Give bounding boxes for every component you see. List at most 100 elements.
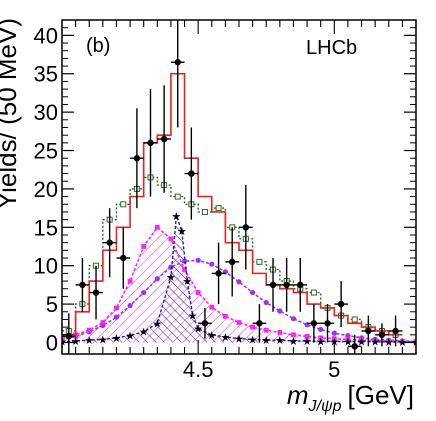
narrow-state-marker (62, 335, 65, 341)
narrow-state-marker (331, 336, 337, 342)
broad-state-marker (236, 279, 242, 285)
narrow-state-2-marker: ★ (343, 337, 353, 349)
broad-state-marker (345, 332, 351, 339)
x-axis-label-subscript: J/ψp (308, 398, 342, 415)
narrow-state-marker (304, 333, 310, 339)
broad-state-marker (250, 289, 256, 296)
narrow-state-marker (236, 320, 242, 325)
y-axis-label: Yields/ (50 MeV) (0, 18, 22, 209)
narrow-state-2-curve (62, 215, 416, 343)
broad-state-curve (62, 259, 416, 343)
narrow-state-marker (359, 337, 364, 343)
broad-state-marker (154, 276, 160, 282)
narrow-state-marker (277, 330, 283, 335)
broad-state-marker (209, 261, 215, 267)
data-point (269, 281, 277, 289)
narrow-state-marker (114, 305, 119, 311)
broad-state-marker (318, 326, 324, 333)
data-point (297, 281, 304, 289)
narrow-state-marker (250, 324, 256, 330)
background-marker (310, 289, 317, 296)
narrow-state-2-marker: ★ (112, 333, 122, 345)
narrow-state-marker (372, 338, 378, 343)
narrow-state-2-marker: ★ (188, 311, 198, 323)
narrow-state-marker (154, 224, 160, 230)
broad-state-marker (127, 303, 133, 309)
broad-state-marker (263, 299, 269, 306)
y-tick-label: 15 (34, 215, 58, 240)
data-point (79, 281, 86, 289)
data-point (283, 281, 290, 289)
narrow-state-2-marker: ★ (171, 211, 181, 223)
data-point (201, 320, 209, 327)
narrow-state-2-marker: ★ (370, 337, 380, 349)
narrow-state-marker (168, 236, 174, 242)
narrow-state-2-marker: ★ (302, 336, 312, 348)
data-points (62, 20, 403, 354)
narrow-state-marker (318, 335, 324, 341)
narrow-state-marker (182, 267, 187, 272)
data-point (392, 327, 399, 335)
data-point (65, 333, 73, 340)
data-point (188, 170, 195, 177)
plot-frame (61, 19, 417, 355)
narrow-state-2-marker: ★ (289, 336, 299, 348)
data-point (324, 320, 331, 327)
narrow-state-2-marker: ★ (152, 318, 162, 330)
narrow-state-2-marker: ★ (207, 330, 217, 342)
y-tick-label: 35 (34, 62, 58, 87)
x-tick-label: 4.5 (183, 357, 214, 382)
narrow-state-2-marker: ★ (384, 337, 394, 349)
x-axis-label: mJ/ψp [GeV] (287, 380, 414, 415)
narrow-state-marker (345, 337, 351, 342)
data-point (256, 320, 263, 327)
broad-state-marker (141, 289, 147, 296)
narrow-state-marker (263, 327, 269, 333)
data-point (378, 331, 386, 339)
y-tick-label: 0 (46, 330, 58, 355)
data-point (120, 254, 127, 262)
narrow-state-2-marker: ★ (125, 331, 135, 343)
narrow-state-marker (195, 290, 201, 295)
x-tick-label: 5 (328, 357, 340, 382)
narrow-state-marker (209, 304, 215, 310)
background-marker (256, 258, 263, 265)
component-curves: ★★★★★★★★★★★★★★★★★★★★★★★★★★★★★★ (62, 72, 421, 349)
narrow-state-2-marker: ★ (248, 334, 258, 346)
x-axis-label-unit: [GeV] (348, 380, 414, 410)
narrow-state-2-marker: ★ (261, 335, 271, 347)
y-tick-label: 20 (34, 177, 58, 202)
narrow-state-2-marker: ★ (397, 337, 407, 349)
axes: 0 5 10 15 20 25 30 35 40 4.5 5 (34, 20, 417, 382)
narrow-state-2-marker: ★ (316, 336, 326, 348)
data-point (337, 300, 345, 308)
narrow-state-marker (291, 332, 296, 338)
background-marker (215, 205, 222, 212)
broad-state-marker (168, 264, 174, 270)
data-point (133, 155, 141, 162)
narrow-state-hatch (62, 227, 416, 343)
narrow-state-2-marker: ★ (166, 272, 176, 284)
narrow-state-marker (127, 278, 133, 284)
narrow-state-2-marker: ★ (182, 276, 192, 288)
narrow-state-marker (399, 338, 405, 344)
broad-state-marker (331, 330, 337, 336)
y-tick-label: 5 (46, 292, 58, 317)
y-tick-label: 25 (34, 139, 58, 164)
narrow-state-2-marker: ★ (411, 337, 421, 349)
broad-state-marker (195, 257, 201, 263)
panel-label: (b) (86, 35, 110, 57)
narrow-state-2-marker: ★ (220, 332, 230, 344)
narrow-state-marker (86, 327, 92, 333)
narrow-state-2-marker: ★ (275, 335, 285, 347)
broad-state-marker (290, 316, 297, 322)
narrow-state-2-marker: ★ (71, 336, 81, 348)
narrow-state-2-marker: ★ (84, 335, 94, 347)
narrow-state-2-marker: ★ (234, 334, 244, 346)
data-point (215, 270, 222, 277)
background-marker (120, 201, 127, 208)
component-fills (62, 215, 416, 343)
broad-state-marker (113, 314, 120, 320)
x-axis-label-symbol: m (287, 380, 309, 410)
